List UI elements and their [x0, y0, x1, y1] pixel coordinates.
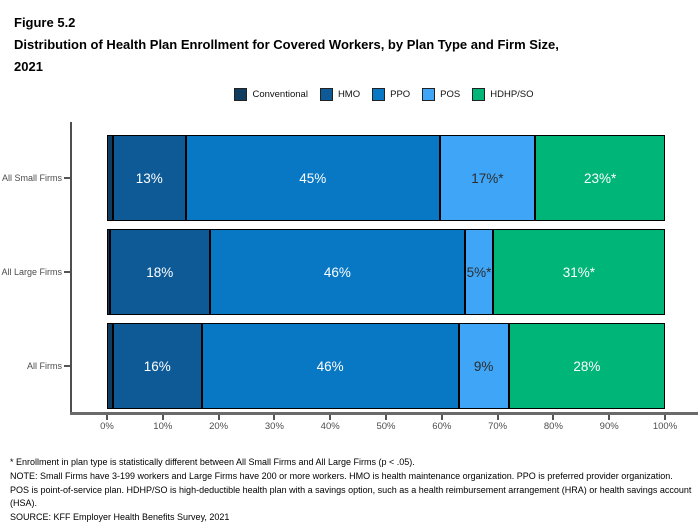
value-label: 46%	[323, 264, 351, 280]
value-label: 18%	[146, 264, 174, 280]
x-tick	[106, 414, 108, 420]
legend-item-ppo: PPO	[372, 88, 410, 101]
category-label-all-small-firms: All Small Firms	[2, 172, 62, 183]
footnotes: * Enrollment in plan type is statistical…	[10, 456, 692, 525]
source-note: SOURCE: KFF Employer Health Benefits Sur…	[10, 512, 230, 523]
x-tick-label: 40%	[320, 421, 340, 432]
segment-all-large-firms-hdhp-so: 31%*	[492, 229, 665, 315]
x-tick	[329, 414, 332, 420]
bar-all-small-firms: 13% 45% 17%* 23%*	[107, 135, 665, 221]
x-tick-label: 10%	[153, 421, 173, 432]
value-label: 45%	[299, 170, 327, 186]
legend-swatch-ppo	[372, 88, 386, 101]
significance-note: * Enrollment in plan type is statistical…	[10, 457, 415, 467]
legend-swatch-hmo	[319, 88, 333, 101]
value-label: 5%*	[466, 264, 492, 280]
legend-label: POS	[440, 89, 461, 100]
x-tick-label: 0%	[100, 421, 114, 432]
x-tick-label: 90%	[599, 421, 619, 432]
legend-label: PPO	[390, 89, 411, 100]
y-tick	[64, 177, 70, 179]
segment-all-small-firms-hmo: 13%	[112, 135, 186, 221]
x-tick	[273, 414, 276, 420]
stacked-bars-area: 13% 45% 17%* 23%* 18% 46% 5%* 31%* 16% 46% 9% 28%	[107, 122, 665, 413]
category-label-all-firms: All Firms	[27, 360, 62, 371]
x-tick	[385, 414, 387, 420]
x-tick-label: 70%	[488, 421, 508, 432]
value-label: 23%*	[584, 170, 617, 186]
bar-all-large-firms: 18% 46% 5%* 31%*	[107, 229, 665, 315]
x-tick-label: 80%	[543, 421, 563, 432]
x-tick	[496, 414, 499, 420]
x-tick-label: 30%	[264, 421, 284, 432]
x-tick-label: 100%	[652, 421, 678, 432]
legend-swatch-pos	[422, 88, 436, 101]
definition-note: NOTE: Small Firms have 3-199 workers and…	[10, 470, 692, 509]
segment-all-small-firms-conventional	[107, 135, 113, 221]
y-tick	[64, 271, 70, 273]
segment-all-small-firms-pos: 17%*	[439, 135, 536, 221]
segment-all-large-firms-pos: 5%*	[465, 229, 493, 315]
value-label: 31%*	[562, 264, 596, 280]
value-label: 46%	[316, 358, 344, 374]
segment-all-large-firms-ppo: 46%	[209, 229, 466, 315]
figure-title-year: 2021	[14, 59, 43, 74]
x-tick	[161, 414, 164, 420]
segment-all-firms-conventional	[107, 323, 113, 409]
value-label: 28%	[573, 358, 601, 374]
x-tick-label: 20%	[209, 421, 229, 432]
legend-label: Conventional	[252, 89, 308, 100]
title-block: Figure 5.2 Distribution of Health Plan E…	[14, 12, 559, 78]
x-tick	[217, 414, 220, 420]
bar-all-firms: 16% 46% 9% 28%	[107, 323, 665, 409]
legend-label: HMO	[337, 89, 361, 100]
segment-all-large-firms-conventional	[107, 229, 110, 315]
category-label-all-large-firms: All Large Firms	[1, 266, 62, 277]
x-axis-line	[70, 412, 698, 415]
legend-swatch-hdhp-so	[472, 88, 486, 101]
x-tick	[552, 414, 555, 420]
x-tick-label: 60%	[432, 421, 452, 432]
y-axis-line	[70, 122, 72, 413]
figure-title: Distribution of Health Plan Enrollment f…	[14, 37, 559, 52]
legend-item-pos: POS	[422, 88, 460, 101]
value-label: 16%	[143, 358, 171, 374]
segment-all-small-firms-hdhp-so: 23%*	[535, 135, 665, 221]
legend-item-conventional: Conventional	[234, 88, 308, 101]
figure-number: Figure 5.2	[14, 15, 76, 30]
legend-swatch-conventional	[234, 88, 248, 101]
y-tick	[64, 365, 70, 367]
value-label: 17%*	[471, 170, 504, 186]
segment-all-small-firms-ppo: 45%	[185, 135, 440, 221]
legend-label: HDHP/SO	[490, 89, 534, 100]
x-tick	[608, 414, 611, 420]
value-label: 9%	[473, 358, 494, 374]
segment-all-large-firms-hmo: 18%	[109, 229, 210, 315]
segment-all-firms-hdhp-so: 28%	[508, 323, 665, 409]
legend-item-hmo: HMO	[319, 88, 361, 101]
segment-all-firms-hmo: 16%	[112, 323, 202, 409]
legend-item-hdhp-so: HDHP/SO	[472, 88, 534, 101]
segment-all-firms-ppo: 46%	[201, 323, 459, 409]
x-tick	[664, 414, 666, 420]
segment-all-firms-pos: 9%	[458, 323, 509, 409]
x-tick-label: 50%	[376, 421, 396, 432]
legend: Conventional HMO PPO POS HDHP/SO	[72, 88, 696, 101]
value-label: 13%	[135, 170, 163, 186]
x-tick	[440, 414, 443, 420]
